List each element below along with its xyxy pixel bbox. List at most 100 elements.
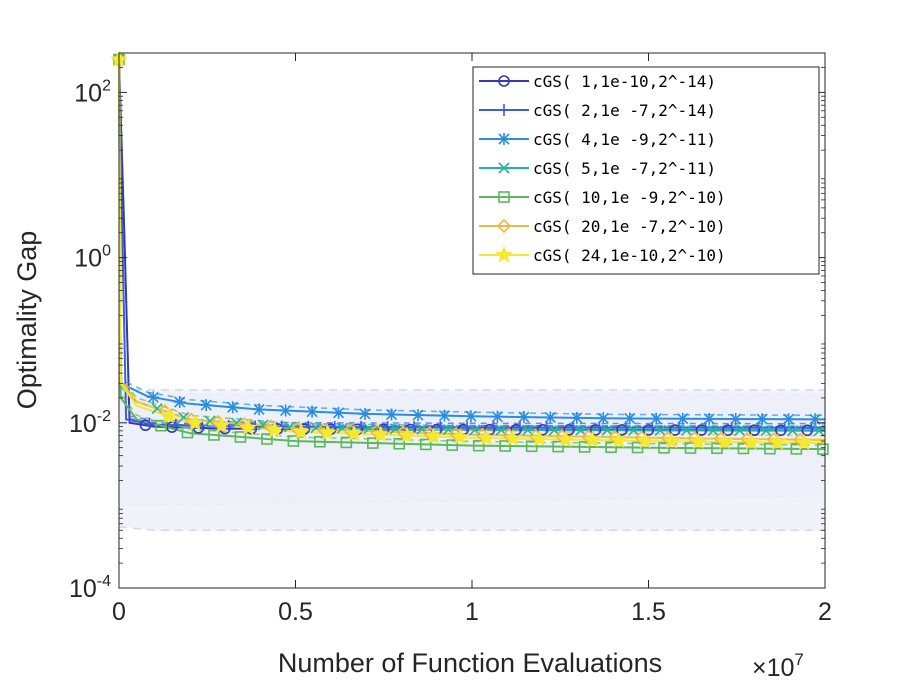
y-tick-label-exponent: -4	[97, 573, 111, 590]
series-marker-6	[398, 426, 416, 443]
series-marker-0	[775, 424, 787, 437]
series-marker-6	[186, 414, 204, 431]
series-marker-4	[605, 441, 617, 454]
legend-label-2: cGS( 4,1e -9,2^-11)	[533, 130, 716, 149]
series-marker-3	[654, 424, 666, 436]
x-axis-multiplier-exponent: 7	[794, 650, 803, 669]
x-tick-label-2: 1	[465, 598, 479, 626]
y-axis-ticks	[119, 52, 825, 589]
series-marker-0	[616, 424, 628, 436]
series-marker-3	[760, 425, 772, 437]
y-tick-label-exponent: 2	[102, 77, 111, 94]
band-lower-edge-1	[118, 526, 825, 532]
x-axis-multiplier: ×107	[752, 650, 804, 682]
series-marker-2	[306, 405, 319, 418]
series-marker-2	[253, 403, 266, 416]
series-marker-2	[173, 396, 186, 408]
series-marker-6	[768, 433, 787, 450]
series-marker-2	[782, 413, 795, 426]
series-marker-2	[729, 412, 742, 425]
series-marker-6	[610, 431, 628, 448]
series-marker-4	[684, 442, 697, 454]
series-marker-1	[487, 421, 500, 434]
series-marker-6	[239, 418, 257, 436]
series-marker-3	[813, 425, 825, 437]
legend-marker-0	[498, 75, 510, 87]
series-marker-2	[597, 412, 610, 425]
series-marker-4	[790, 443, 803, 455]
series-marker-3	[548, 424, 560, 436]
y-tick-label-exponent: 0	[102, 243, 111, 260]
series-marker-4	[499, 440, 511, 452]
series-marker-4	[658, 441, 670, 454]
series-marker-2	[809, 413, 822, 426]
y-axis-label: Optimality Gap	[12, 231, 42, 410]
series-marker-4	[234, 431, 247, 443]
x-axis-tick-labels: 0 0.5 1 1.5 2	[112, 598, 832, 626]
series-marker-6	[530, 429, 549, 447]
series-marker-4	[419, 438, 432, 451]
series-dashed-line-1	[118, 55, 826, 425]
series-marker-0	[748, 424, 761, 437]
series-marker-4	[472, 439, 485, 452]
y-tick-label-3: 102	[74, 77, 111, 107]
x-axis-multiplier-base: ×10	[752, 654, 794, 682]
series-marker-2	[703, 412, 716, 425]
series-marker-0	[642, 424, 655, 436]
series-marker-3	[786, 425, 799, 437]
series-marker-1	[514, 421, 527, 434]
series-marker-2	[385, 408, 398, 421]
series-marker-6	[795, 433, 813, 451]
series-marker-4	[181, 426, 194, 439]
legend-marker-1	[498, 104, 510, 116]
series-marker-6	[689, 432, 707, 449]
series-marker-6	[345, 424, 363, 442]
series-marker-2	[623, 412, 636, 425]
x-tick-label-1: 0.5	[278, 598, 313, 626]
series-marker-2	[279, 404, 292, 417]
series-line-4	[118, 59, 826, 451]
series-marker-4	[737, 442, 750, 455]
series-marker-0	[536, 423, 549, 436]
series-marker-0	[801, 424, 814, 437]
y-tick-label-2: 100	[74, 243, 111, 273]
series-marker-1	[275, 420, 288, 433]
series-marker-4	[817, 443, 829, 455]
series-marker-6	[160, 407, 178, 424]
y-tick-label-base: 10	[69, 410, 97, 438]
series-marker-2	[756, 413, 769, 426]
x-tick-label-4: 2	[818, 598, 832, 626]
series-marker-2	[570, 411, 583, 424]
series-marker-0	[589, 424, 602, 436]
series-marker-2	[359, 407, 372, 420]
series-marker-1	[434, 421, 447, 434]
series-dashed-line-2	[118, 55, 826, 417]
series-marker-6	[557, 430, 575, 447]
series-marker-4	[155, 419, 167, 432]
confidence-bands	[118, 389, 826, 532]
series-marker-1	[169, 419, 182, 432]
legend-label-1: cGS( 2,1e -7,2^-14)	[533, 101, 716, 120]
series-marker-6	[583, 430, 601, 448]
series-marker-4	[261, 433, 273, 445]
series-marker-6	[504, 429, 522, 446]
series-marker-2	[226, 401, 239, 414]
legend-box	[472, 66, 820, 275]
legend-label-0: cGS( 1,1e-10,2^-14)	[533, 72, 716, 91]
series-marker-4	[631, 441, 644, 454]
series-marker-3	[628, 424, 640, 436]
series-marker-2	[650, 412, 663, 425]
series-marker-0	[510, 423, 522, 436]
legend-label-4: cGS( 10,1e -9,2^-10)	[533, 188, 726, 207]
series-marker-6	[292, 422, 310, 440]
legend-marker-3	[498, 162, 510, 174]
legend-label-6: cGS( 24,1e-10,2^-10)	[533, 246, 726, 265]
series-marker-4	[367, 437, 379, 449]
y-tick-label-base: 10	[69, 575, 97, 603]
series-marker-1	[143, 417, 156, 430]
series-marker-2	[544, 411, 557, 424]
series-marker-4	[446, 439, 459, 451]
series-marker-3	[707, 424, 719, 437]
series-marker-2	[517, 411, 530, 424]
